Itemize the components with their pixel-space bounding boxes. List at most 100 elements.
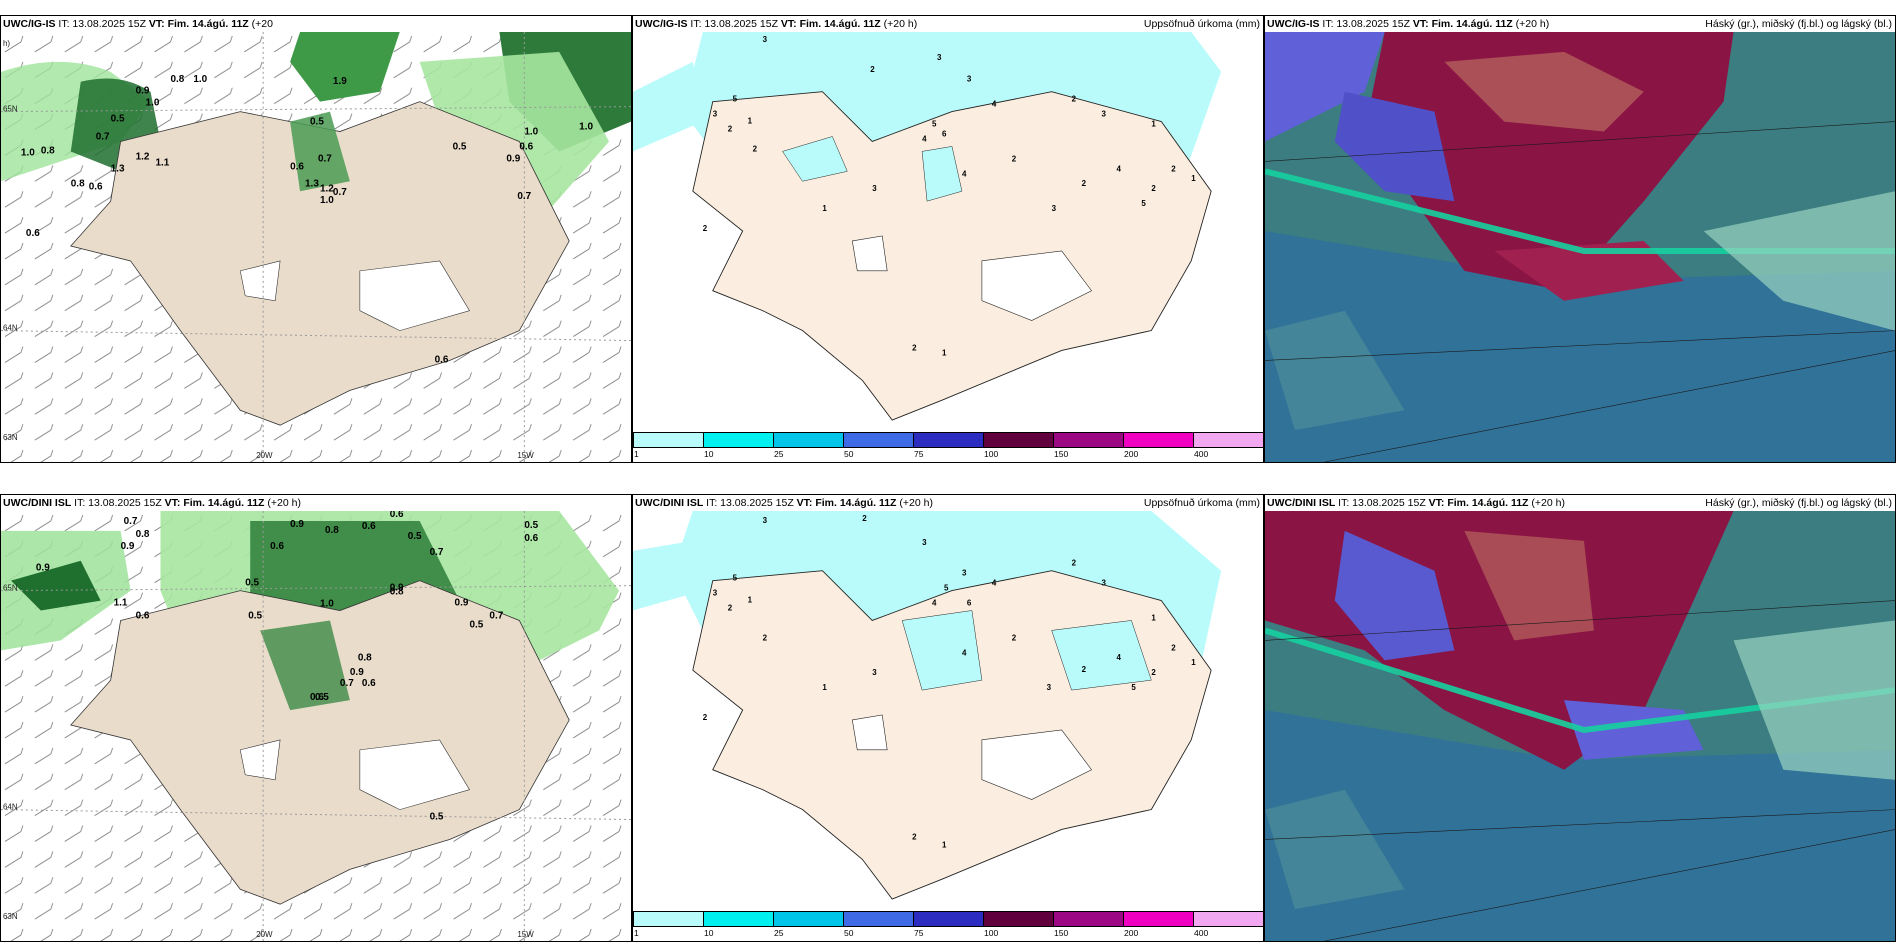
svg-text:3: 3 — [1102, 110, 1107, 119]
colorbar-segment — [913, 432, 984, 448]
wind-value: 0.8 — [71, 178, 85, 189]
panel-header: UWC/IG-IS IT: 13.08.2025 15Z VT: Fim. 14… — [1, 16, 631, 32]
wind-value: 0.9 — [350, 667, 364, 678]
svg-text:2: 2 — [1171, 643, 1176, 652]
svg-text:2: 2 — [763, 633, 768, 642]
wind-value: 0.6 — [519, 141, 533, 152]
colorbar-tick: 75 — [914, 449, 924, 459]
panel-header: UWC/DINI ISL IT: 13.08.2025 15Z VT: Fim.… — [1265, 495, 1895, 511]
precip-colorbar: 1 10 25 50 75 100 150 200 400 — [633, 432, 1263, 462]
svg-text:6: 6 — [967, 599, 972, 608]
colorbar-tick: 150 — [1054, 928, 1069, 938]
svg-text:2: 2 — [1171, 164, 1176, 173]
precip-colorbar: 1 10 25 50 75 100 150 200 400 — [633, 911, 1263, 941]
svg-text:4: 4 — [922, 134, 927, 143]
valid-time: VT: Fim. 14.ágú. 11Z — [780, 18, 881, 30]
wind-value: 0.5 — [315, 692, 329, 703]
svg-text:3: 3 — [922, 538, 927, 547]
wind-value: 1.9 — [333, 76, 347, 87]
svg-text:1: 1 — [822, 204, 827, 213]
wind-value: 0.7 — [124, 516, 138, 527]
cloud-panel-bottom: UWC/DINI ISL IT: 13.08.2025 15Z VT: Fim.… — [1264, 494, 1896, 942]
init-time: IT: 13.08.2025 15Z — [1338, 497, 1426, 509]
colorbar-segment — [1053, 432, 1124, 448]
precip-values: 3 2 3 3 5 4 6 4 2 3 1 2 1 2 5 4 2 3 2 1 — [703, 514, 1196, 849]
svg-text:1: 1 — [942, 348, 947, 357]
svg-text:1: 1 — [1191, 174, 1196, 183]
colorbar-segment — [913, 911, 984, 927]
colorbar-segment — [843, 432, 914, 448]
lead-time: (+20 h) — [899, 497, 933, 509]
wind-value: 1.0 — [579, 122, 593, 133]
svg-text:4: 4 — [962, 169, 967, 178]
svg-text:2: 2 — [912, 832, 917, 841]
colorbar-segment — [983, 432, 1054, 448]
wind-value: 1.0 — [193, 74, 207, 85]
svg-text:5: 5 — [1131, 683, 1136, 692]
colorbar-tick: 200 — [1124, 928, 1139, 938]
wind-value: 0.8 — [358, 652, 372, 663]
panel-title: Uppsöfnuð úrkoma (mm) — [1143, 497, 1260, 509]
colorbar-segment — [773, 911, 844, 927]
colorbar-segment — [633, 911, 704, 927]
svg-text:2: 2 — [1012, 154, 1017, 163]
wind-value: 0.5 — [453, 141, 467, 152]
lon-label: 20W — [256, 930, 273, 939]
lat-label: 63N — [3, 912, 18, 921]
wind-value: 1.1 — [156, 157, 170, 168]
wind-value: 0.6 — [435, 354, 449, 365]
svg-text:4: 4 — [932, 599, 937, 608]
init-time: IT: 13.08.2025 15Z — [1322, 18, 1410, 30]
wind-value: 0.9 — [506, 153, 520, 164]
cloud-map — [1265, 511, 1895, 941]
lat-label: 64N — [3, 803, 18, 812]
svg-text:3: 3 — [763, 35, 768, 44]
svg-text:4: 4 — [1116, 164, 1121, 173]
precip-panel-bottom: UWC/DINI ISL IT: 13.08.2025 15Z VT: Fim.… — [632, 494, 1264, 942]
precip-map: 3 2 3 3 5 4 6 4 2 3 1 2 1 2 5 4 2 3 2 1 — [633, 32, 1263, 432]
wind-value: 0.9 — [121, 541, 135, 552]
lon-label: 15W — [517, 451, 534, 460]
svg-text:4: 4 — [992, 579, 997, 588]
panel-header: UWC/IG-IS IT: 13.08.2025 15Z VT: Fim. 14… — [1265, 16, 1895, 32]
wind-value: 0.8 — [170, 74, 184, 85]
colorbar-tick: 1 — [634, 928, 639, 938]
wind-value: 0.6 — [524, 533, 538, 544]
colorbar-tick: 25 — [774, 449, 784, 459]
svg-text:2: 2 — [870, 65, 875, 74]
wind-value: 0.8 — [41, 145, 55, 156]
panel-title: Háský (gr.), miðský (fj.bl.) og lágský (… — [1705, 18, 1892, 30]
lead-time: (+20 h) — [883, 18, 918, 30]
svg-text:1: 1 — [1151, 120, 1156, 129]
wind-value: 0.7 — [430, 547, 444, 558]
model-name: UWC/DINI ISL — [635, 497, 704, 509]
colorbar-segment — [773, 432, 844, 448]
svg-text:3: 3 — [1052, 204, 1057, 213]
svg-text:3: 3 — [1102, 579, 1107, 588]
wind-value: 0.6 — [362, 521, 376, 532]
wind-value: 0.7 — [333, 187, 347, 198]
lead-time: (+20 h) — [1531, 497, 1565, 509]
precip-map: 3 2 3 3 5 4 6 4 2 3 1 2 1 2 5 4 2 3 2 1 — [633, 511, 1263, 911]
model-name: UWC/DINI ISL — [1267, 497, 1336, 509]
wind-value: 0.5 — [310, 117, 324, 128]
wind-value: 1.0 — [320, 195, 334, 206]
wind-value: 0.5 — [248, 611, 262, 622]
colorbar-tick: 50 — [844, 449, 854, 459]
wind-value: 0.9 — [390, 583, 404, 594]
model-name: UWC/IG-IS — [635, 18, 688, 30]
wind-value: 0.5 — [111, 114, 125, 125]
lat-label: 64N — [3, 324, 18, 333]
wind-value: 0.5 — [408, 531, 422, 542]
model-name: UWC/IG-IS — [1267, 18, 1320, 30]
init-time: IT: 13.08.2025 15Z — [706, 497, 794, 509]
wind-value: 0.8 — [325, 525, 339, 536]
wind-value: 0.6 — [390, 511, 404, 520]
svg-text:5: 5 — [932, 120, 937, 129]
svg-text:4: 4 — [962, 648, 967, 657]
colorbar-tick: 400 — [1194, 449, 1209, 459]
lead-time: (+20 — [251, 18, 273, 30]
wind-value: 0.9 — [36, 563, 50, 574]
wind-value: 0.7 — [96, 132, 110, 143]
colorbar-segment — [843, 911, 914, 927]
